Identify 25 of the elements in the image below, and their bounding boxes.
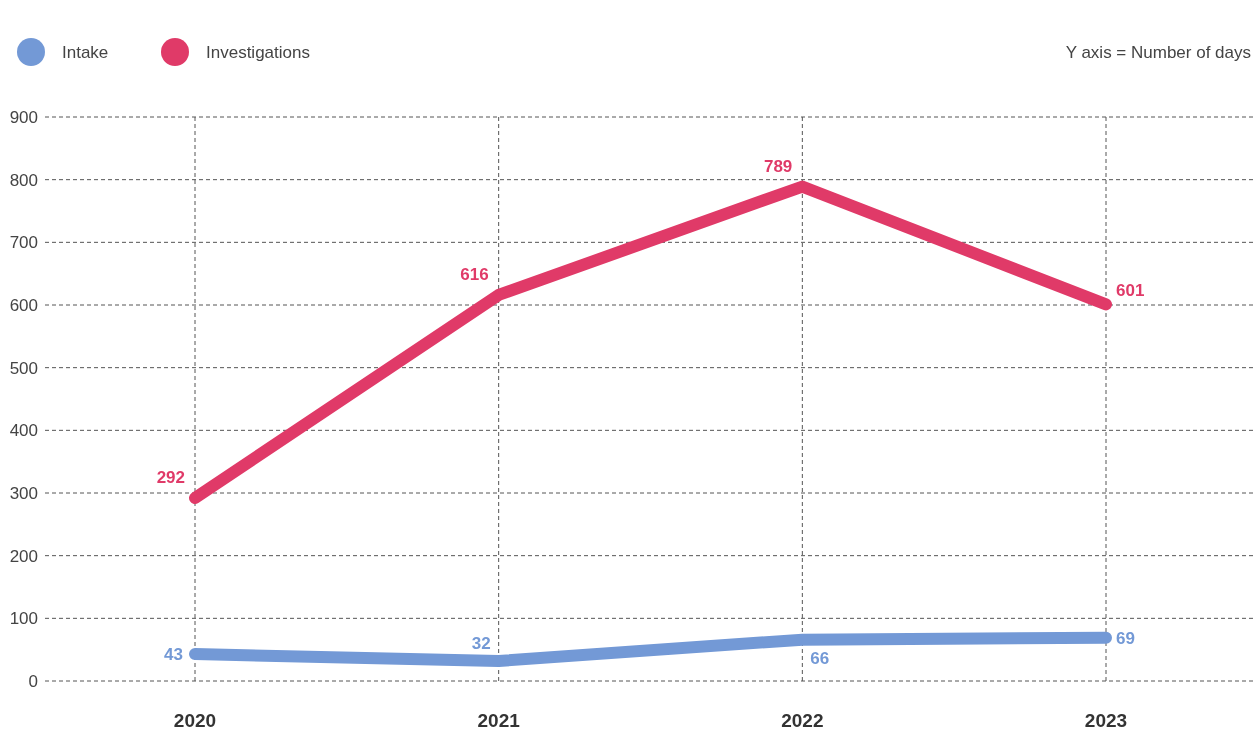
data-label: 32	[471, 633, 491, 653]
y-tick-label: 100	[9, 609, 38, 629]
y-tick-label: 300	[9, 483, 38, 503]
y-tick-label: 800	[9, 170, 38, 190]
x-tick-label: 2021	[477, 710, 521, 731]
x-tick-label: 2020	[173, 710, 217, 731]
y-tick-label: 200	[9, 546, 38, 566]
y-tick-label: 700	[9, 233, 38, 253]
y-axis-title: Y axis = Number of days	[1065, 42, 1251, 62]
data-label: 601	[1116, 281, 1145, 301]
data-label: 43	[164, 645, 183, 665]
data-label: 69	[1116, 628, 1135, 648]
legend-label: Intake	[62, 42, 109, 62]
data-label: 66	[810, 648, 830, 668]
data-label: 616	[460, 264, 489, 284]
x-tick-label: 2022	[781, 710, 824, 731]
y-tick-label: 600	[9, 295, 38, 315]
legend-label: Investigations	[206, 42, 310, 62]
y-tick-label: 0	[28, 671, 38, 691]
data-label: 789	[763, 156, 793, 176]
data-label: 292	[156, 468, 185, 488]
y-tick-label: 900	[9, 107, 38, 127]
y-tick-label: 400	[9, 421, 38, 441]
y-tick-label: 500	[9, 358, 38, 378]
x-tick-label: 2023	[1084, 710, 1128, 731]
